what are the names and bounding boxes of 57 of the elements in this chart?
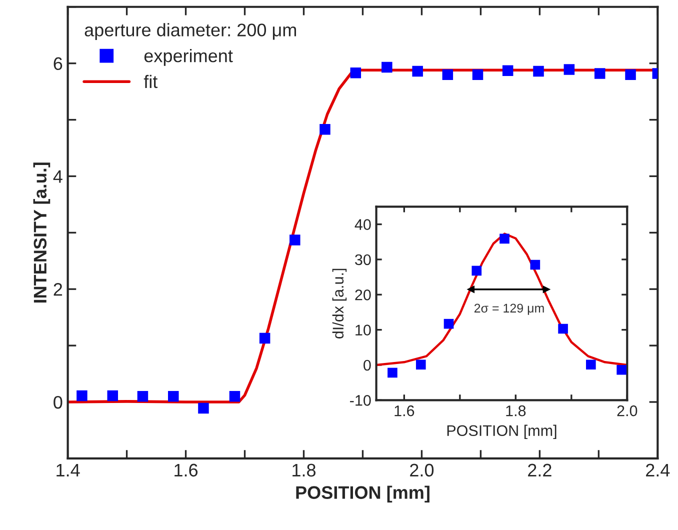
legend-title: aperture diameter: 200 μm	[84, 23, 296, 40]
x-tick-label: 2.0	[617, 405, 638, 416]
point	[500, 234, 510, 244]
x-tick-label: 1.6	[174, 464, 198, 477]
legend-label: experiment	[144, 49, 233, 66]
point	[444, 318, 454, 329]
y-axis-title: dI/dx [a.u.]	[332, 268, 347, 338]
y-tick-label: -10	[350, 395, 371, 406]
point	[350, 68, 362, 78]
point	[76, 390, 88, 402]
point	[472, 69, 484, 80]
point	[137, 390, 148, 402]
annotation: 2σ = 129 μm	[474, 304, 544, 315]
point	[542, 286, 550, 293]
x-tick-label: 1.6	[394, 405, 414, 416]
x-tick-label: 2.2	[528, 464, 552, 476]
point	[530, 260, 540, 270]
point	[198, 402, 209, 414]
x-tick-label: 1.4	[56, 464, 80, 476]
y-tick-label: 20	[355, 290, 371, 300]
point	[416, 360, 426, 370]
x-tick-label: 1.8	[292, 464, 316, 477]
y-tick-label: 0	[54, 396, 62, 409]
x-tick-label: 1.8	[506, 405, 526, 416]
point	[442, 69, 454, 80]
y-tick-label: 40	[354, 219, 371, 230]
x-tick-label: 2.0	[410, 464, 434, 477]
point	[290, 234, 300, 246]
point	[586, 360, 596, 370]
point	[388, 368, 398, 378]
point	[259, 332, 270, 344]
point	[107, 390, 118, 402]
y-tick-label: 30	[355, 254, 371, 266]
x-axis-title: POSITION [mm]	[447, 424, 556, 440]
point	[558, 324, 568, 334]
point	[625, 69, 636, 80]
point	[320, 124, 330, 135]
point	[564, 64, 575, 75]
point	[594, 68, 606, 79]
point	[616, 364, 626, 375]
y-tick-label: 6	[54, 57, 62, 70]
point	[168, 390, 179, 402]
y-tick-label: 0	[364, 360, 371, 371]
legend-label: fit	[144, 74, 158, 88]
y-tick-label: 2	[54, 283, 62, 296]
point	[502, 65, 514, 76]
x-axis-title: POSITION [mm]	[296, 486, 430, 503]
point	[412, 66, 423, 77]
point	[468, 286, 475, 293]
point	[229, 390, 240, 402]
x-tick-label: 2.4	[646, 464, 670, 476]
y-tick-label: 4	[53, 170, 62, 183]
y-axis-title: INTENSITY [a.u.]	[33, 162, 50, 303]
point	[382, 62, 392, 73]
point	[533, 66, 544, 77]
point	[472, 266, 482, 276]
y-tick-label: 10	[356, 324, 371, 336]
